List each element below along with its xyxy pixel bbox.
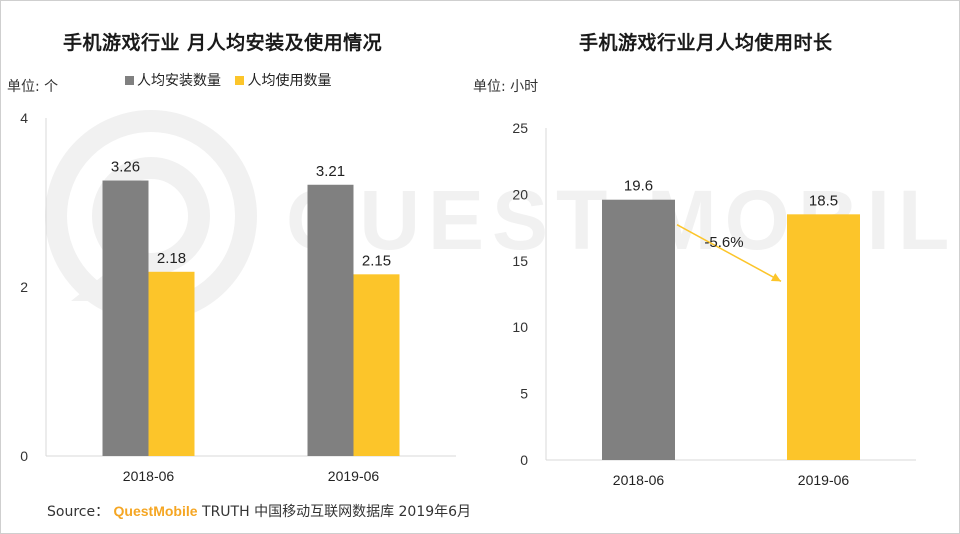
right-data-label: 19.6 [624, 178, 653, 195]
left-data-label: 3.26 [111, 159, 140, 176]
left-data-label: 2.18 [157, 250, 186, 267]
left-y-tick-label: 4 [20, 110, 28, 126]
legend-label-usage: 人均使用数量 [247, 73, 332, 89]
left-y-tick-label: 0 [20, 448, 28, 464]
legend-label-installs: 人均安装数量 [137, 73, 221, 89]
change-annotation: -5.6% [704, 234, 743, 251]
right-data-label: 18.5 [809, 192, 838, 209]
right-y-tick-label: 15 [512, 253, 528, 269]
left-bar-usage-2018-06 [148, 271, 195, 456]
left-bar-usage-2019-06 [353, 274, 400, 456]
left-y-tick-label: 2 [20, 279, 28, 295]
right-unit-label: 单位: 小时 [473, 79, 539, 95]
left-bar-installs-2019-06 [307, 184, 354, 456]
right-chart-title: 手机游戏行业月人均使用时长 [579, 32, 833, 54]
left-chart-title: 手机游戏行业 月人均安装及使用情况 [63, 32, 383, 54]
legend-item-usage: 人均使用数量 [235, 70, 331, 90]
right-bar-2019-06 [787, 214, 860, 460]
left-data-label: 2.15 [362, 252, 391, 269]
right-y-tick-label: 25 [512, 120, 528, 136]
left-x-tick-label: 2019-06 [328, 468, 380, 484]
right-y-tick-label: 5 [520, 386, 528, 402]
right-bar-2018-06 [602, 199, 675, 460]
legend-swatch-gray [125, 75, 134, 85]
right-x-tick-label: 2018-06 [613, 472, 665, 488]
change-arrow-line [676, 224, 782, 282]
left-bar-installs-2018-06 [102, 180, 149, 456]
legend-swatch-yellow [235, 75, 245, 85]
left-unit-label: 单位: 个 [7, 79, 59, 95]
right-x-tick-label: 2019-06 [798, 472, 850, 488]
change-arrow-head [770, 273, 781, 282]
source-note: Source： QuestMobile TRUTH 中国移动互联网数据库 201… [47, 501, 471, 521]
source-suffix: TRUTH 中国移动互联网数据库 2019年6月 [202, 504, 472, 520]
source-brand: QuestMobile [113, 503, 198, 519]
left-data-label: 3.21 [316, 163, 345, 180]
right-y-tick-label: 0 [520, 452, 528, 468]
source-prefix: Source： [47, 504, 110, 520]
legend: 人均安装数量 人均使用数量 [125, 70, 341, 90]
left-x-tick-label: 2018-06 [123, 468, 175, 484]
right-y-tick-label: 20 [512, 186, 528, 202]
right-y-tick-label: 10 [512, 319, 528, 335]
legend-item-installs: 人均安装数量 [125, 70, 221, 90]
